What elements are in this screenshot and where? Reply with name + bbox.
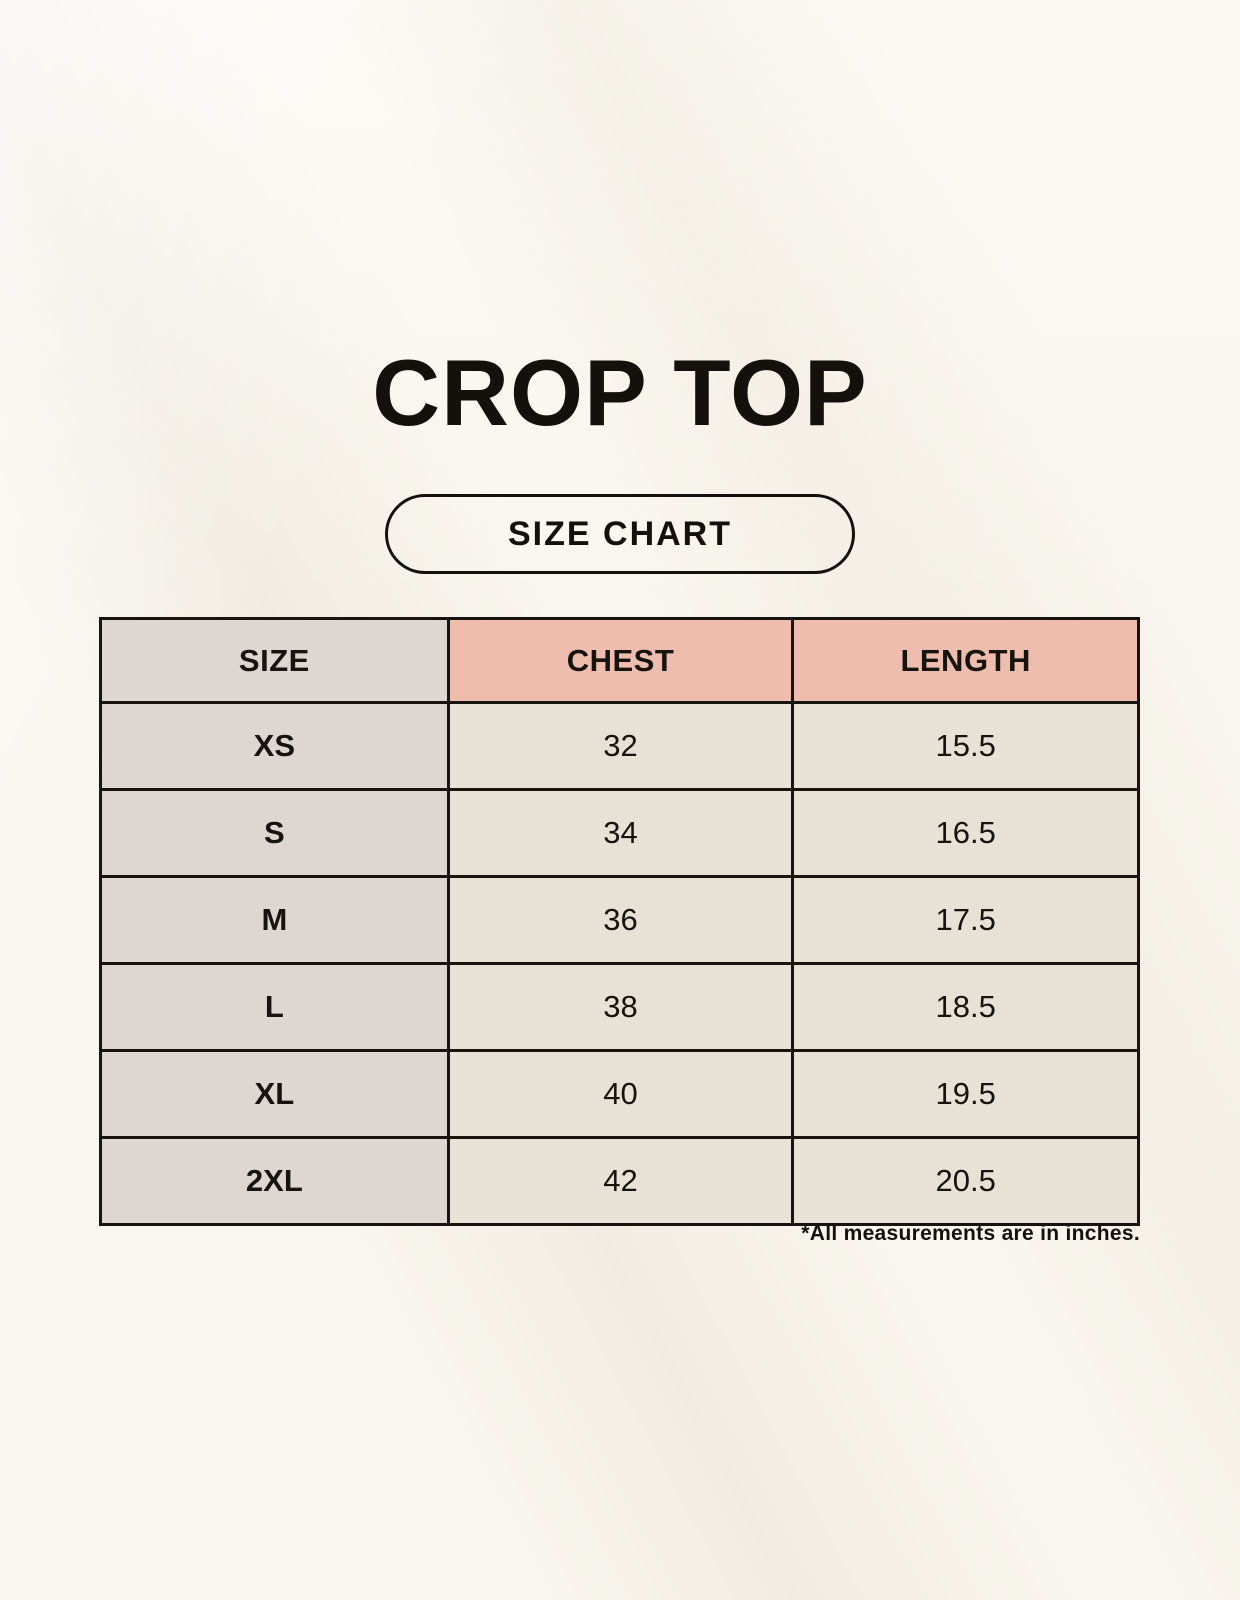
chest-cell: 34	[446, 788, 795, 878]
length-cell: 16.5	[791, 788, 1140, 878]
length-cell: 20.5	[791, 1136, 1140, 1226]
size-cell: M	[99, 875, 450, 965]
length-cell: 19.5	[791, 1049, 1140, 1139]
table-row-m: M 36 17.5	[99, 875, 1140, 965]
table-row-xs: XS 32 15.5	[99, 701, 1140, 791]
column-header-length: LENGTH	[791, 617, 1140, 704]
size-cell: 2XL	[99, 1136, 450, 1226]
table-row-s: S 34 16.5	[99, 788, 1140, 878]
chest-cell: 42	[446, 1136, 795, 1226]
chest-cell: 40	[446, 1049, 795, 1139]
chest-cell: 38	[446, 962, 795, 1052]
length-cell: 17.5	[791, 875, 1140, 965]
size-cell: S	[99, 788, 450, 878]
chest-cell: 36	[446, 875, 795, 965]
size-chart-badge: SIZE CHART	[385, 494, 855, 574]
size-chart-table: SIZE CHEST LENGTH XS 32 15.5 S 34 16.5 M…	[99, 617, 1140, 1226]
measurements-footnote: *All measurements are in inches.	[801, 1222, 1140, 1245]
size-cell: L	[99, 962, 450, 1052]
table-row-l: L 38 18.5	[99, 962, 1140, 1052]
table-row-xl: XL 40 19.5	[99, 1049, 1140, 1139]
column-header-chest: CHEST	[446, 617, 795, 704]
table-row-2xl: 2XL 42 20.5	[99, 1136, 1140, 1226]
column-header-size: SIZE	[99, 617, 450, 704]
size-chart-badge-label: SIZE CHART	[508, 514, 732, 553]
length-cell: 15.5	[791, 701, 1140, 791]
header-row: SIZE CHEST LENGTH	[99, 617, 1140, 704]
size-cell: XL	[99, 1049, 450, 1139]
length-cell: 18.5	[791, 962, 1140, 1052]
chest-cell: 32	[446, 701, 795, 791]
product-title: CROP TOP	[372, 340, 868, 445]
size-cell: XS	[99, 701, 450, 791]
